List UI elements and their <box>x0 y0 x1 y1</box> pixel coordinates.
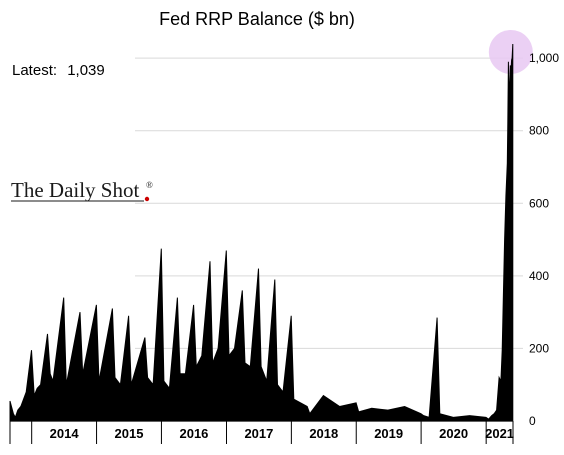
watermark-red-dot <box>144 196 150 202</box>
latest-annotation: Latest: 1,039 <box>12 62 105 79</box>
x-tick-label-2017: 2017 <box>244 426 273 441</box>
x-tick-label-2014: 2014 <box>50 426 80 441</box>
gridlines <box>135 57 523 349</box>
y-tick-label-400: 400 <box>529 269 549 283</box>
x-axis: 2014 2015 2016 2017 2018 2019 2020 2021 <box>9 420 514 444</box>
x-tick-label-2016: 2016 <box>179 426 208 441</box>
x-tick-label-2019: 2019 <box>374 426 403 441</box>
y-tick-label-800: 800 <box>529 124 549 138</box>
y-tick-label-600: 600 <box>529 196 549 210</box>
watermark-registered-mark: ® <box>146 180 153 190</box>
y-axis: 0 200 400 600 800 1,000 <box>529 51 559 428</box>
y-tick-label-0: 0 <box>529 414 536 428</box>
series-area-path <box>9 43 514 422</box>
x-tick-label-2018: 2018 <box>309 426 338 441</box>
y-tick-label-200: 200 <box>529 341 549 355</box>
y-tick-label-1000: 1,000 <box>529 51 559 65</box>
watermark-text: The Daily Shot <box>11 178 139 202</box>
watermark-logo: The Daily Shot ® <box>11 178 153 202</box>
chart-title: Fed RRP Balance ($ bn) <box>159 9 355 29</box>
latest-label: Latest: <box>12 62 57 79</box>
x-tick-label-2015: 2015 <box>115 426 144 441</box>
latest-highlight-circle <box>488 30 533 74</box>
latest-value: 1,039 <box>67 62 105 79</box>
x-tick-label-2021: 2021 <box>485 426 514 441</box>
series-area <box>9 43 514 422</box>
x-tick-label-2020: 2020 <box>439 426 468 441</box>
